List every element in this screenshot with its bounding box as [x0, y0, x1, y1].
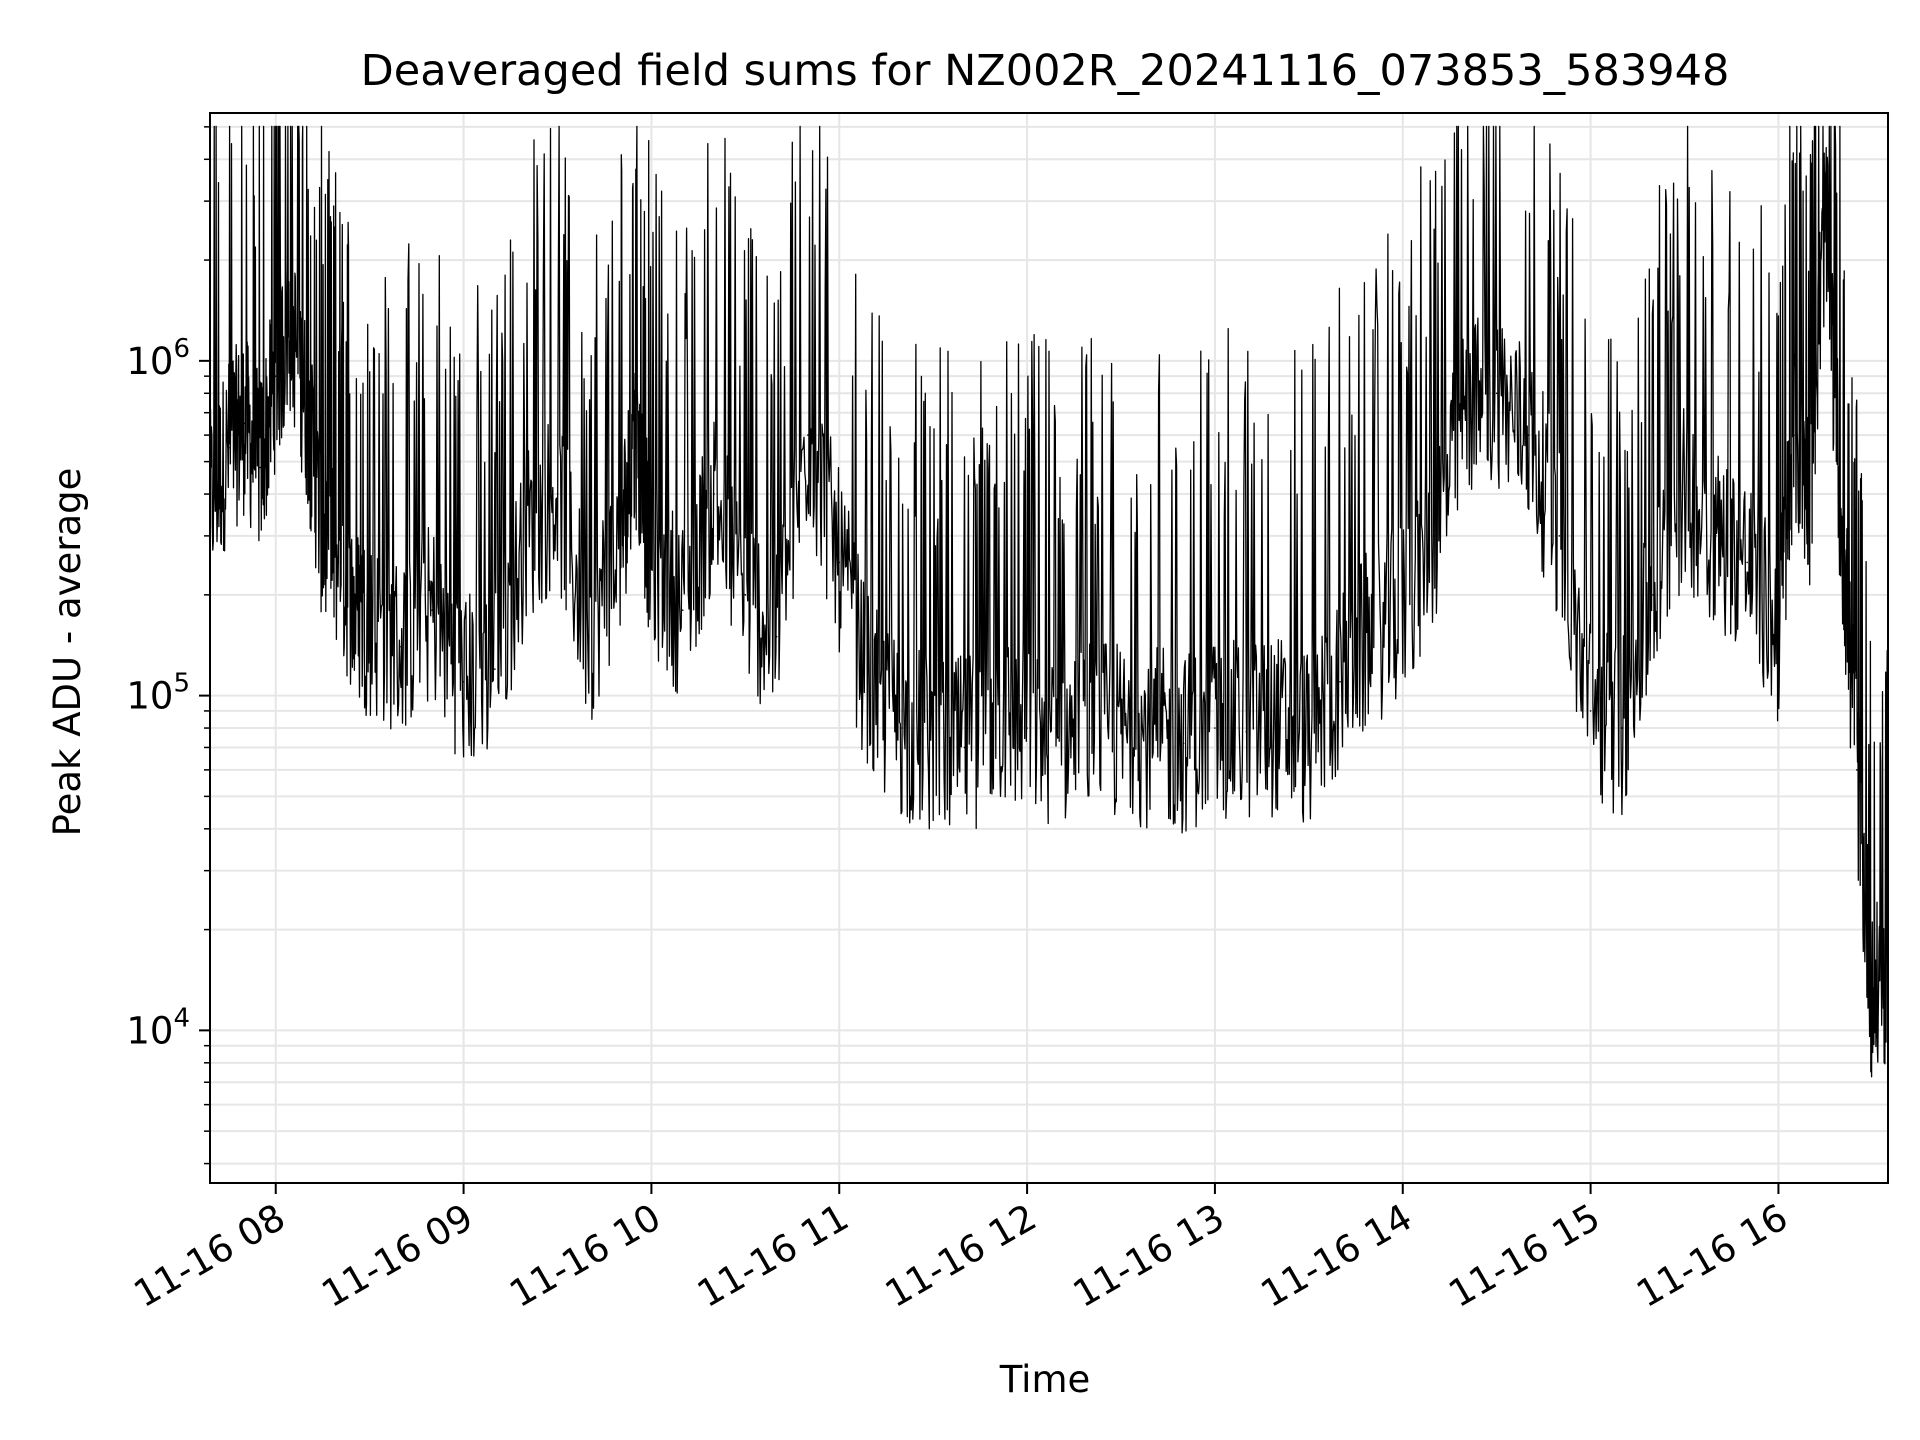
- data-point: [556, 493, 559, 495]
- data-point: [227, 446, 230, 449]
- data-point: [744, 594, 747, 596]
- x-tick-label: 11-16 08: [127, 1196, 293, 1316]
- data-point: [1057, 736, 1060, 739]
- y-tick-label: 105: [126, 669, 190, 718]
- data-point: [681, 609, 684, 611]
- data-point: [807, 434, 809, 436]
- data-point: [838, 561, 841, 564]
- data-point: [337, 561, 340, 564]
- data-point: [1088, 727, 1091, 729]
- x-tick-label: 11-16 10: [502, 1196, 668, 1316]
- data-point: [1276, 723, 1279, 726]
- data-point: [321, 535, 324, 537]
- x-tick-label: 11-16 09: [315, 1196, 481, 1316]
- x-axis-label: Time: [999, 1358, 1091, 1401]
- data-point: [1245, 730, 1248, 733]
- data-point: [1683, 493, 1686, 495]
- x-tick-label: 11-16 11: [690, 1196, 856, 1316]
- y-axis-label: Peak ADU - average: [46, 468, 89, 837]
- data-point: [1401, 609, 1404, 611]
- data-point: [963, 746, 966, 749]
- x-tick-label: 11-16 12: [878, 1196, 1044, 1316]
- series-layer: [209, 125, 1889, 1078]
- data-point: [713, 493, 715, 495]
- data-point: [1840, 512, 1842, 515]
- data-point: [494, 668, 496, 670]
- y-tick-label: 104: [126, 1003, 190, 1052]
- data-point: [1370, 635, 1373, 638]
- data-point: [306, 411, 308, 414]
- data-point: [353, 609, 355, 611]
- data-point: [1589, 710, 1592, 712]
- data-point: [1652, 594, 1655, 596]
- data-point: [1182, 742, 1185, 745]
- data-point: [1715, 535, 1717, 537]
- data-point: [1308, 736, 1310, 739]
- x-tick-label: 11-16 14: [1254, 1196, 1420, 1316]
- data-point: [400, 645, 402, 648]
- x-tick-label: 11-16 16: [1629, 1196, 1795, 1316]
- data-point: [1621, 727, 1623, 729]
- data-point: [525, 535, 527, 537]
- data-point: [650, 561, 653, 564]
- x-tick-label: 11-16 13: [1066, 1196, 1232, 1316]
- series-line: [209, 125, 1889, 1078]
- data-point: [1558, 535, 1561, 537]
- data-point: [1339, 680, 1341, 683]
- data-point: [1464, 411, 1467, 414]
- data-point: [1527, 434, 1529, 436]
- data-point: [1777, 635, 1780, 638]
- data-point: [1214, 727, 1216, 729]
- data-point: [462, 680, 465, 683]
- data-point: [869, 694, 872, 697]
- chart-title: Deaveraged field sums for NZ002R_2024111…: [361, 46, 1730, 96]
- data-point: [1871, 1003, 1874, 1005]
- data-point: [1433, 535, 1435, 537]
- data-point: [259, 466, 261, 469]
- data-point: [1495, 392, 1498, 395]
- data-point: [775, 635, 778, 638]
- data-point: [1793, 434, 1795, 436]
- data-point: [932, 746, 934, 749]
- data-point: [1026, 727, 1028, 729]
- data-point: [634, 434, 637, 436]
- data-point: [290, 321, 293, 324]
- data-point: [588, 635, 590, 638]
- data-point: [901, 727, 903, 729]
- x-tick-label: 11-16 15: [1442, 1196, 1608, 1316]
- data-point: [431, 609, 434, 611]
- data-point: [1824, 210, 1827, 212]
- data-point: [243, 422, 246, 425]
- y-tick-label: 106: [126, 334, 190, 383]
- data-point: [274, 375, 277, 377]
- data-point: [1746, 561, 1748, 564]
- data-point: [619, 545, 621, 547]
- data-point: [1120, 730, 1122, 733]
- data-point: [368, 626, 371, 629]
- axes-frame: [209, 112, 1889, 1184]
- data-point: [1855, 769, 1858, 771]
- data-point: [994, 718, 997, 721]
- data-point: [1151, 736, 1154, 739]
- data-point: [1808, 493, 1811, 495]
